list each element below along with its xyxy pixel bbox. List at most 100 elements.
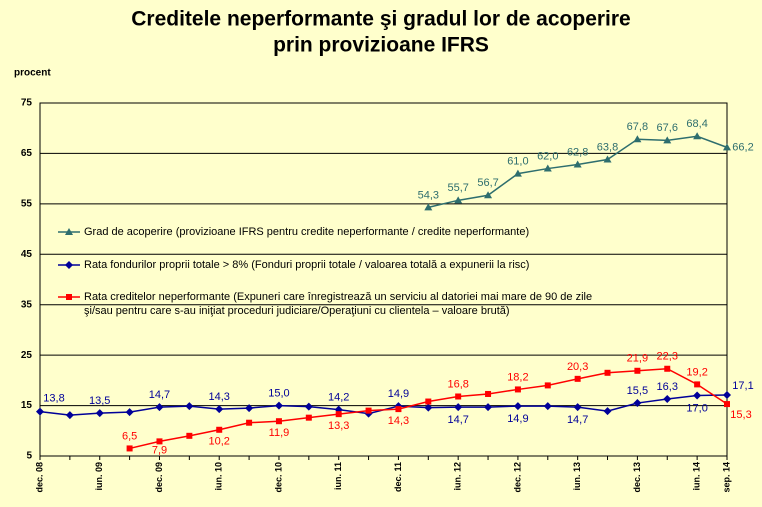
point xyxy=(513,402,522,411)
point xyxy=(274,401,283,410)
data-label: 14,2 xyxy=(328,392,349,404)
point xyxy=(603,407,612,416)
x-tick-label: dec. 09 xyxy=(154,462,164,493)
data-label: 13,5 xyxy=(89,395,110,407)
point xyxy=(425,398,432,405)
x-tick-label: sep. 14 xyxy=(721,462,731,493)
point xyxy=(544,382,551,389)
point xyxy=(454,403,463,412)
point xyxy=(484,191,493,199)
point xyxy=(126,445,133,452)
point xyxy=(66,294,72,300)
point xyxy=(573,160,582,168)
point xyxy=(485,390,492,397)
y-axis-label: procent xyxy=(14,68,51,79)
data-label: 7,9 xyxy=(152,444,167,456)
data-label: 19,2 xyxy=(686,366,707,378)
point xyxy=(723,390,731,399)
y-tick-label: 45 xyxy=(21,249,33,260)
data-label: 21,9 xyxy=(627,353,648,365)
point xyxy=(305,414,312,421)
y-tick-label: 65 xyxy=(21,148,33,159)
y-tick-label: 55 xyxy=(21,198,33,209)
point xyxy=(663,395,672,404)
data-label: 15,3 xyxy=(730,409,751,421)
x-tick-label: dec. 10 xyxy=(273,462,283,493)
point xyxy=(603,155,612,163)
plot-area xyxy=(39,102,728,457)
data-label: 63,8 xyxy=(597,141,618,153)
data-label: 14,7 xyxy=(149,389,170,401)
point xyxy=(215,405,224,414)
point xyxy=(186,432,193,439)
y-tick-label: 25 xyxy=(21,350,33,361)
data-label: 10,2 xyxy=(209,436,230,448)
x-tick-label: dec. 12 xyxy=(512,462,522,493)
x-tick-label: iun. 09 xyxy=(94,462,104,491)
point xyxy=(573,403,582,412)
point xyxy=(65,228,73,235)
data-label: 54,3 xyxy=(418,189,439,201)
point xyxy=(693,391,702,400)
y-tick-label: 15 xyxy=(21,400,33,411)
data-label: 62,8 xyxy=(567,146,588,158)
point xyxy=(694,381,701,388)
data-label: 55,7 xyxy=(447,182,468,194)
x-tick-label: iun. 14 xyxy=(692,462,702,491)
data-label: 14,3 xyxy=(209,391,230,403)
x-tick-label: iun. 12 xyxy=(453,462,463,491)
x-tick-label: dec. 11 xyxy=(393,462,403,492)
point xyxy=(395,406,402,413)
point xyxy=(125,408,134,417)
point xyxy=(513,169,522,177)
x-tick-label: iun. 13 xyxy=(572,462,582,491)
point xyxy=(304,402,313,411)
point xyxy=(543,164,552,172)
data-label: 67,8 xyxy=(627,121,648,133)
legend-entry: Rata fondurilor proprii totale > 8% (Fon… xyxy=(84,259,530,271)
data-label: 56,7 xyxy=(477,177,498,189)
point xyxy=(633,135,642,143)
point xyxy=(95,409,104,418)
point xyxy=(365,407,372,414)
data-label: 17,0 xyxy=(686,402,707,414)
data-label: 16,3 xyxy=(657,381,678,393)
point xyxy=(574,375,581,382)
legend-entry: Rata creditelor neperformante (Expuneri … xyxy=(84,291,593,317)
data-label: 68,4 xyxy=(686,118,707,130)
chart-title: prin provizioane IFRS xyxy=(273,34,489,57)
legend-entry: Grad de acoperire (provizioane IFRS pent… xyxy=(84,226,530,238)
data-label: 14,9 xyxy=(507,413,528,425)
data-label: 67,6 xyxy=(657,122,678,134)
x-tick-label: iun. 10 xyxy=(214,462,224,491)
y-tick-label: 75 xyxy=(21,98,33,109)
point xyxy=(455,393,462,400)
data-label: 13,8 xyxy=(43,393,64,405)
x-tick-label: dec. 13 xyxy=(632,462,642,493)
point xyxy=(335,411,342,418)
point xyxy=(543,402,552,411)
point xyxy=(424,203,433,211)
y-tick-label: 5 xyxy=(26,451,32,462)
series-line xyxy=(39,394,728,416)
data-label: 6,5 xyxy=(122,430,137,442)
data-label: 62,0 xyxy=(537,150,558,162)
point xyxy=(663,136,672,144)
point xyxy=(155,403,164,412)
data-label: 20,3 xyxy=(567,361,588,373)
data-label: 17,1 xyxy=(732,380,753,392)
point xyxy=(454,196,463,204)
point xyxy=(604,369,611,376)
point xyxy=(514,386,521,393)
point xyxy=(723,143,731,151)
point xyxy=(664,365,671,372)
point xyxy=(484,403,493,412)
data-label: 15,0 xyxy=(268,387,289,399)
data-label: 61,0 xyxy=(507,156,528,168)
data-label: 18,2 xyxy=(507,371,528,383)
point xyxy=(185,402,194,411)
point xyxy=(65,411,74,420)
chart-title: Creditele neperformante şi gradul lor de… xyxy=(131,8,630,31)
data-label: 11,9 xyxy=(269,427,290,439)
